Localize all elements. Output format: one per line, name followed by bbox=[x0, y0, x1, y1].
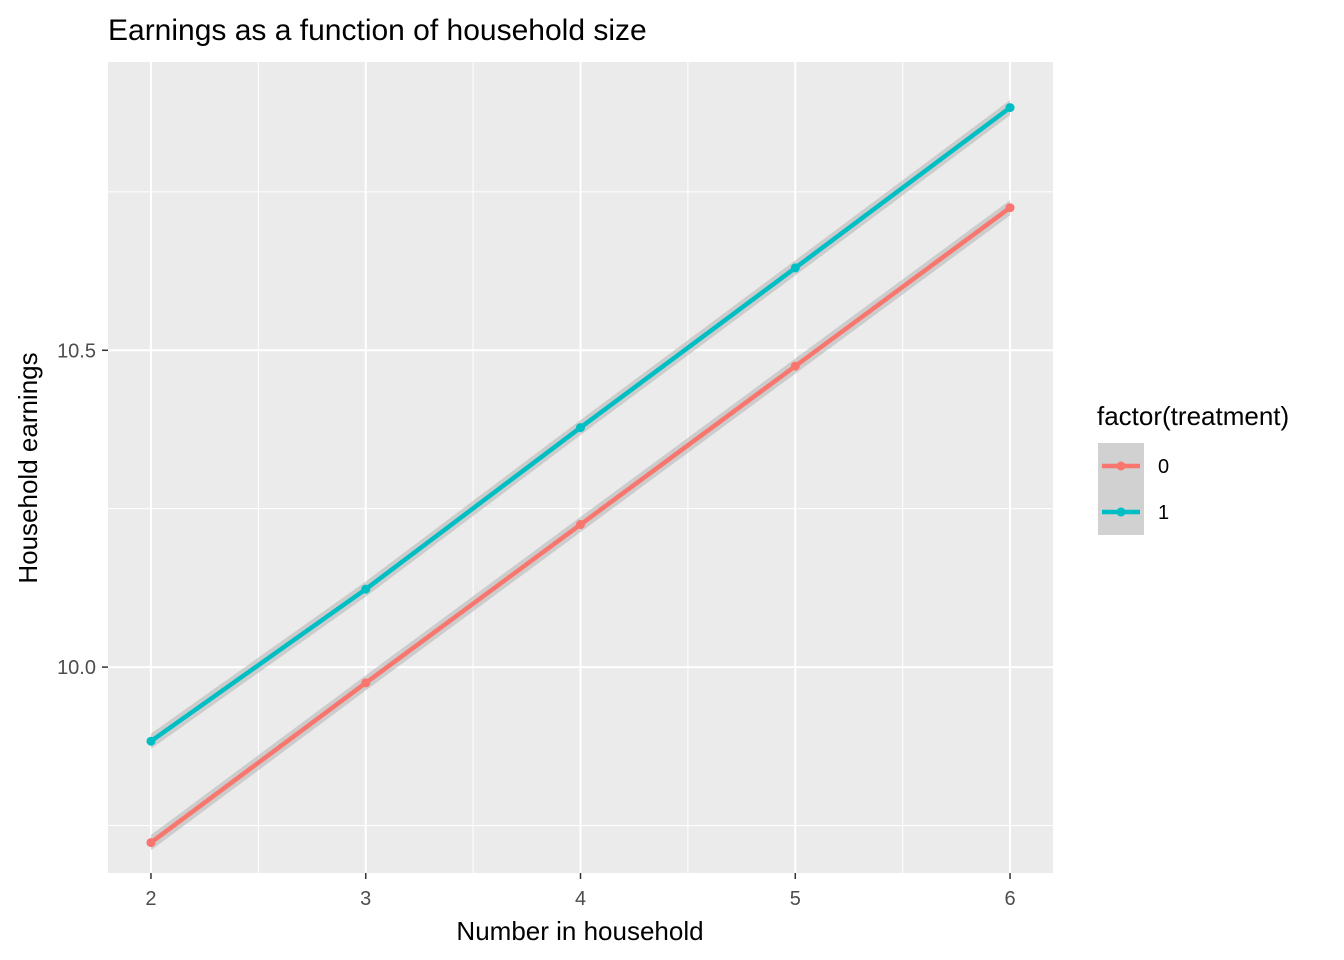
point-series-0 bbox=[1005, 203, 1015, 213]
x-tick-label: 2 bbox=[145, 888, 156, 910]
legend-title: factor(treatment) bbox=[1097, 401, 1289, 431]
x-axis-title: Number in household bbox=[456, 916, 703, 946]
y-axis-title: Household earnings bbox=[13, 352, 43, 583]
y-tick-label: 10.5 bbox=[57, 340, 96, 362]
legend-key-point bbox=[1116, 461, 1126, 471]
x-tick-label: 4 bbox=[575, 888, 586, 910]
x-tick-label: 5 bbox=[790, 888, 801, 910]
legend-label: 1 bbox=[1158, 502, 1169, 524]
y-axis: 10.0 10.5 bbox=[57, 340, 108, 679]
point-series-0 bbox=[576, 520, 585, 530]
major-gridlines bbox=[108, 62, 1053, 873]
legend-label: 0 bbox=[1158, 456, 1169, 478]
point-series-0 bbox=[790, 361, 800, 371]
x-tick-label: 6 bbox=[1004, 888, 1015, 910]
x-tick-label: 3 bbox=[360, 888, 371, 910]
point-series-0 bbox=[361, 678, 371, 688]
point-series-1 bbox=[1005, 103, 1015, 113]
legend: factor(treatment) 01 bbox=[1097, 401, 1289, 535]
legend-keys: 01 bbox=[1098, 443, 1169, 535]
x-axis: 2 3 4 5 6 bbox=[145, 873, 1016, 910]
y-tick-label: 10.0 bbox=[57, 657, 96, 679]
legend-key-point bbox=[1116, 507, 1126, 517]
series-points bbox=[146, 103, 1015, 848]
point-series-1 bbox=[576, 423, 585, 433]
chart-title: Earnings as a function of household size bbox=[108, 14, 647, 47]
point-series-1 bbox=[790, 263, 800, 273]
point-series-1 bbox=[361, 584, 371, 594]
point-series-0 bbox=[146, 838, 156, 848]
point-series-1 bbox=[146, 736, 156, 746]
